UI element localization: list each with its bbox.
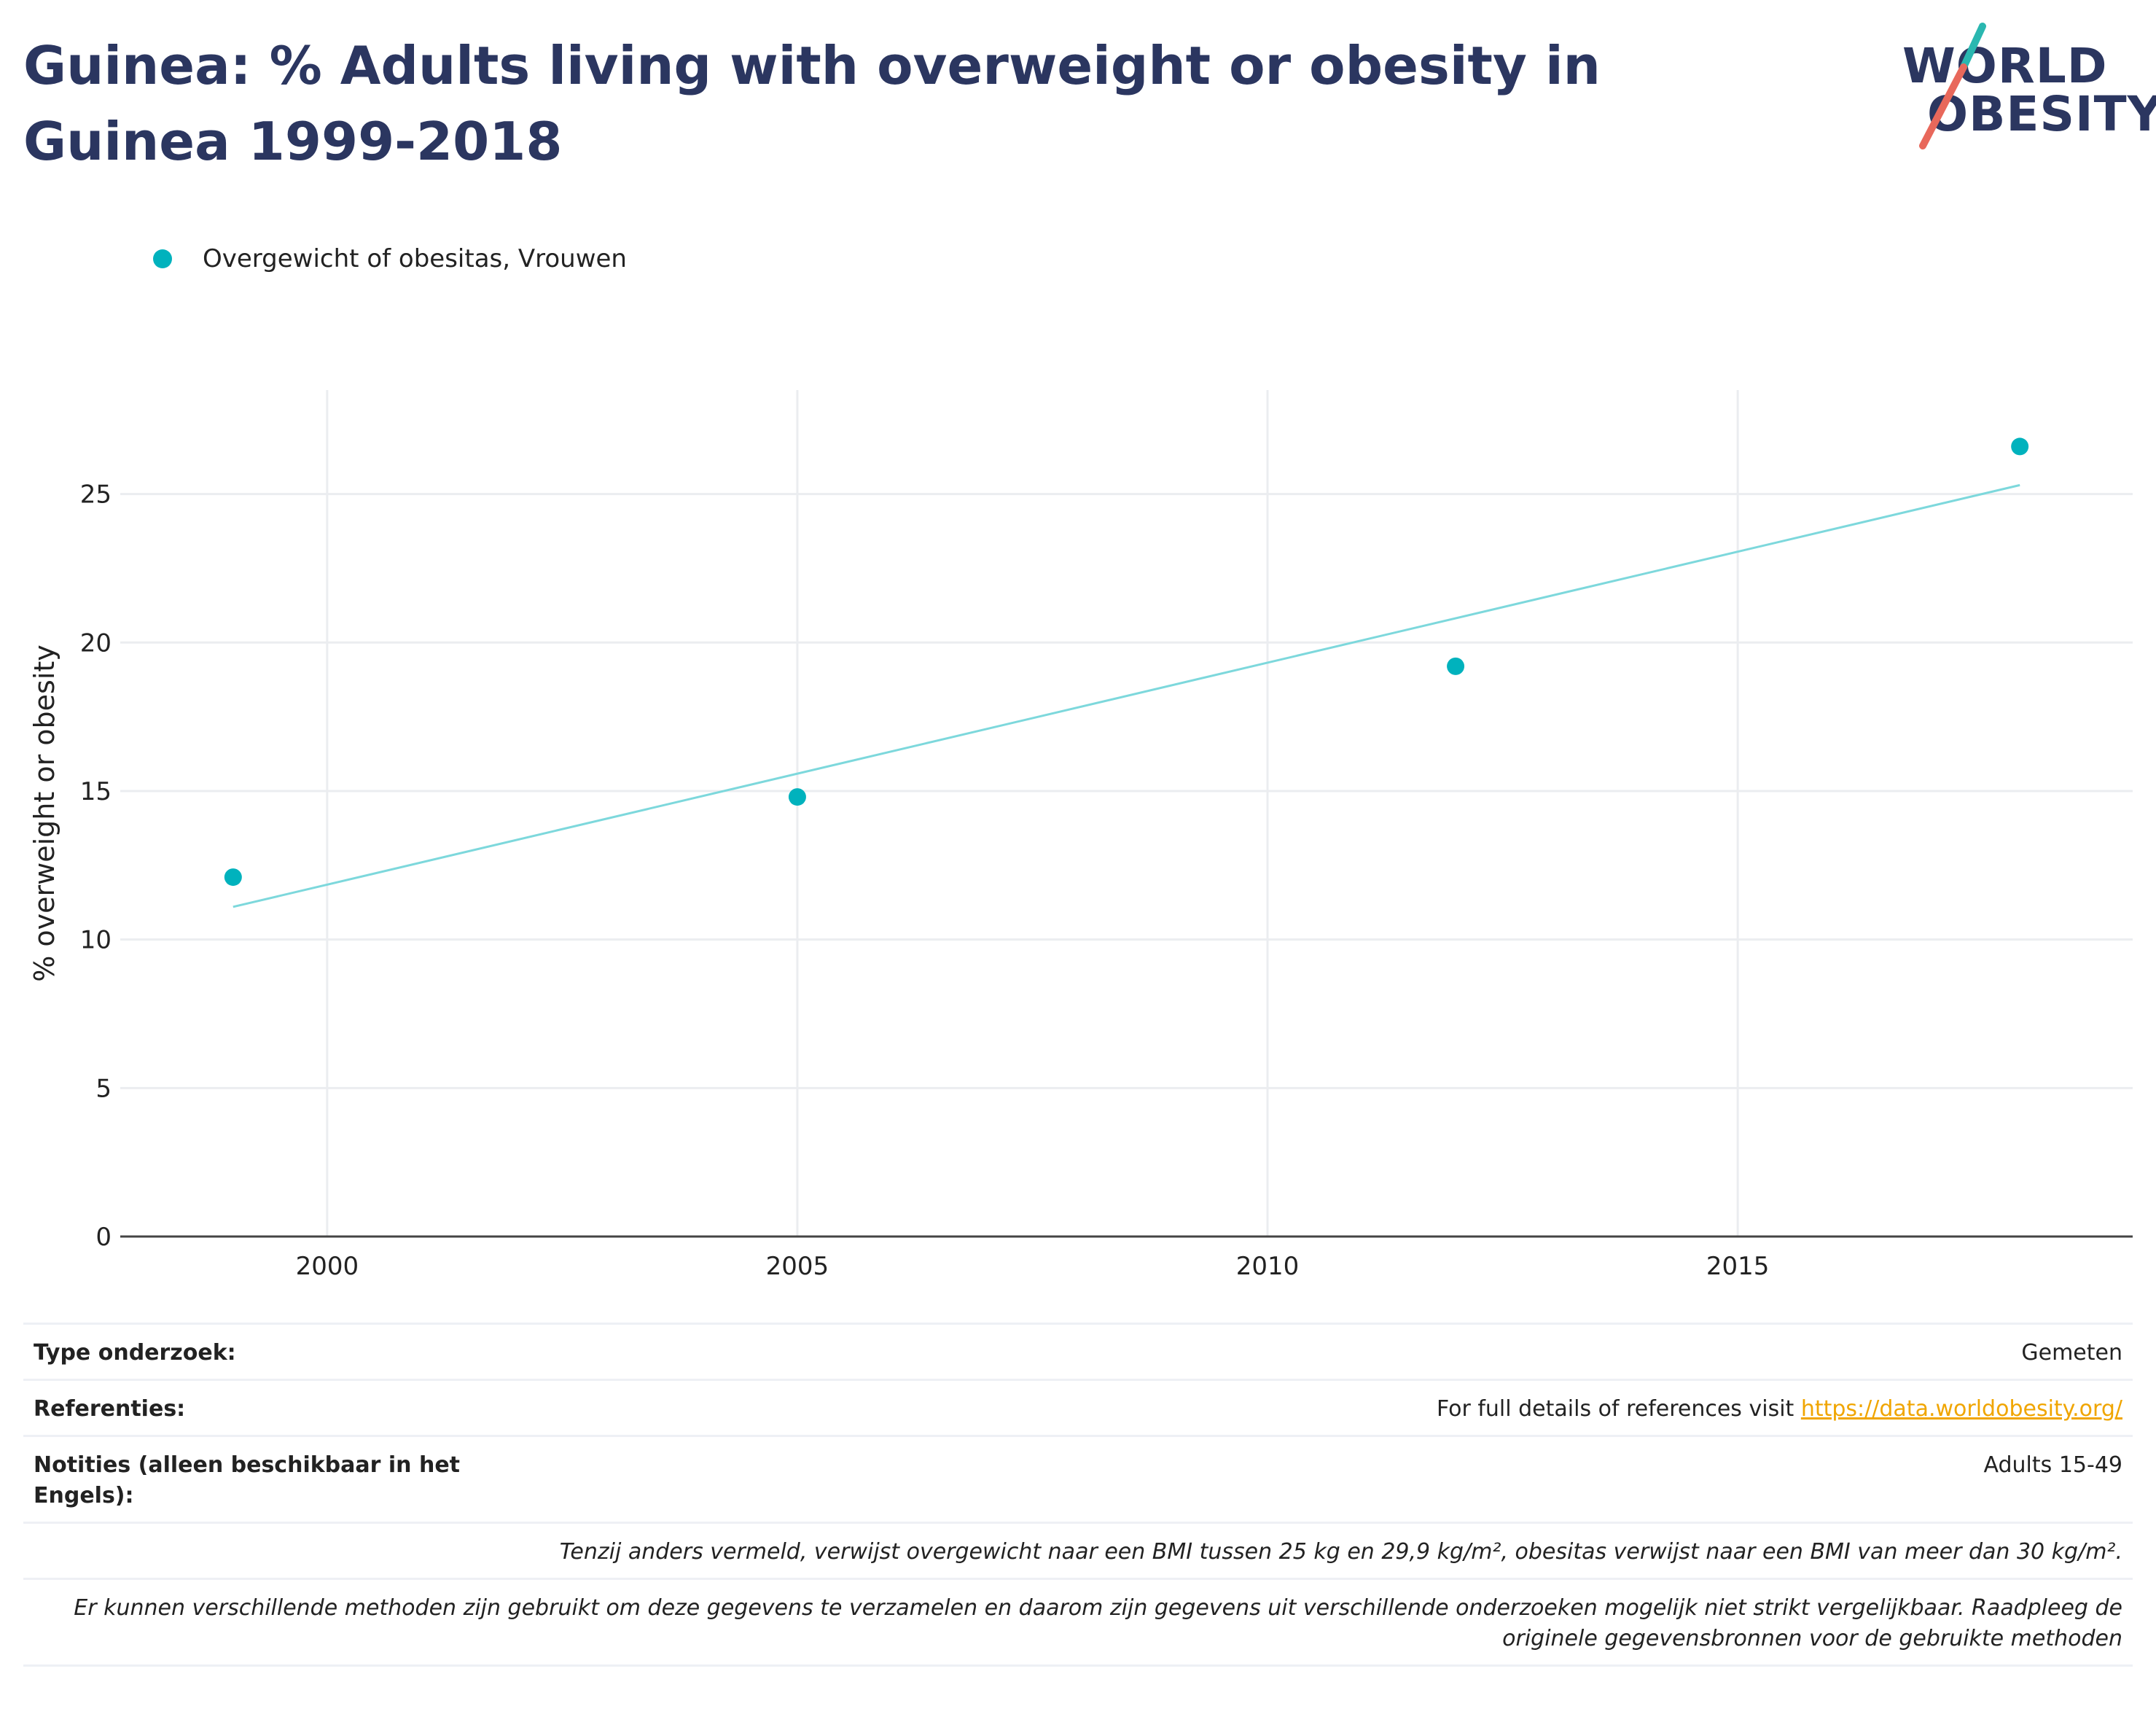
y-tick-label: 5 xyxy=(95,1074,112,1103)
trendline xyxy=(233,483,2020,908)
note-methods: Er kunnen verschillende methoden zijn ge… xyxy=(74,1595,2122,1651)
x-tick-label: 2005 xyxy=(766,1252,829,1281)
grid xyxy=(120,390,2133,1237)
y-tick-label: 25 xyxy=(80,480,112,510)
y-tick-label: 10 xyxy=(80,926,112,955)
info-value-references: For full details of references visit htt… xyxy=(1437,1394,2122,1425)
info-key-notes: Notities (alleen beschikbaar in het Enge… xyxy=(34,1452,461,1508)
info-row-type: Type onderzoek: Gemeten xyxy=(23,1323,2133,1379)
chart-title: Guinea: % Adults living with overweight … xyxy=(23,35,1601,172)
note-definition: Tenzij anders vermeld, verwijst overgewi… xyxy=(559,1539,2122,1565)
scatter-chart: 2000 2005 2010 2015 0 5 10 15 20 25 % overweight … xyxy=(28,390,2133,1281)
x-tick-label: 2010 xyxy=(1236,1252,1300,1281)
references-link[interactable]: https://data.worldobesity.org/ xyxy=(1800,1396,2122,1422)
axes: 2000 2005 2010 2015 0 5 10 15 20 25 xyxy=(80,480,2133,1281)
info-row-note-definition: Tenzij anders vermeld, verwijst overgewi… xyxy=(23,1522,2133,1578)
logo-slash-icon xyxy=(1919,23,1986,149)
info-row-notes: Notities (alleen beschikbaar in het Enge… xyxy=(23,1435,2133,1522)
legend-label: Overgewicht of obesitas, Vrouwen xyxy=(203,244,627,273)
trendline-line xyxy=(233,483,2020,908)
info-value-notes: Adults 15-49 xyxy=(1983,1452,2123,1478)
data-points xyxy=(224,437,2029,887)
data-point xyxy=(1447,657,1465,675)
y-tick-label: 0 xyxy=(95,1223,112,1252)
y-tick-label: 20 xyxy=(80,628,112,658)
x-tick-label: 2015 xyxy=(1706,1252,1770,1281)
info-row-references: Referenties: For full details of referen… xyxy=(23,1379,2133,1435)
legend-marker xyxy=(153,249,172,268)
info-table: Type onderzoek: Gemeten Referenties: For… xyxy=(23,1323,2133,1667)
logo-text-obesity: OBESITY xyxy=(1927,86,2156,142)
info-row-note-methods: Er kunnen verschillende methoden zijn ge… xyxy=(23,1578,2133,1664)
references-text: For full details of references visit xyxy=(1436,1396,1801,1422)
x-tick-label: 2000 xyxy=(296,1252,359,1281)
info-key-type: Type onderzoek: xyxy=(34,1340,236,1366)
data-point xyxy=(224,868,242,887)
y-tick-label: 15 xyxy=(80,777,112,806)
data-point xyxy=(2011,437,2029,456)
y-axis-label: % overweight or obesity xyxy=(28,645,60,982)
logo-text-world: WORLD xyxy=(1902,38,2108,94)
info-value-type: Gemeten xyxy=(2021,1340,2122,1366)
info-key-references: Referenties: xyxy=(34,1396,186,1422)
legend[interactable]: Overgewicht of obesitas, Vrouwen xyxy=(153,241,627,277)
world-obesity-logo: WORLD OBESITY xyxy=(1902,22,2156,153)
data-point xyxy=(788,788,806,806)
info-bottom-border xyxy=(23,1664,2133,1667)
